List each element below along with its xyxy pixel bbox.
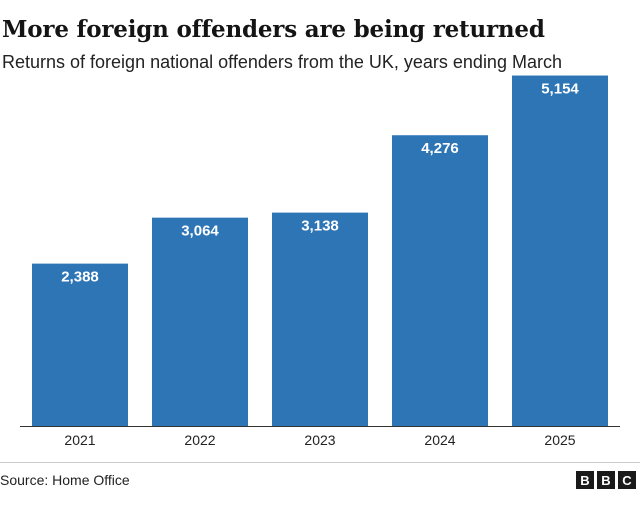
x-tick-label: 2022 <box>184 432 215 448</box>
bbc-logo: B B C <box>576 471 636 489</box>
bar-2025 <box>512 75 608 426</box>
bar-2022 <box>152 217 248 426</box>
logo-letter: B <box>597 471 615 489</box>
bar-value-label: 2,388 <box>61 269 99 286</box>
x-tick-label: 2023 <box>304 432 335 448</box>
footer-divider <box>0 462 640 463</box>
logo-letter: B <box>576 471 594 489</box>
x-tick-label: 2024 <box>424 432 455 448</box>
bar-value-label: 5,154 <box>541 81 579 98</box>
bar-2023 <box>272 212 368 426</box>
x-tick-label: 2025 <box>544 432 575 448</box>
source-note: Source: Home Office <box>0 472 130 488</box>
chart-title: More foreign offenders are being returne… <box>2 16 545 43</box>
bar-value-label: 4,276 <box>421 140 459 157</box>
bar-value-label: 3,138 <box>301 218 339 235</box>
bar-value-label: 3,064 <box>181 223 219 240</box>
x-tick-label: 2021 <box>64 432 95 448</box>
bar-2024 <box>392 135 488 426</box>
logo-letter: C <box>618 471 636 489</box>
chart-subtitle: Returns of foreign national offenders fr… <box>2 52 562 72</box>
bar-chart: 2,388 2021 3,064 2022 3,138 2023 4,276 2024 5,15… <box>20 75 620 448</box>
bar-2021 <box>32 263 128 426</box>
